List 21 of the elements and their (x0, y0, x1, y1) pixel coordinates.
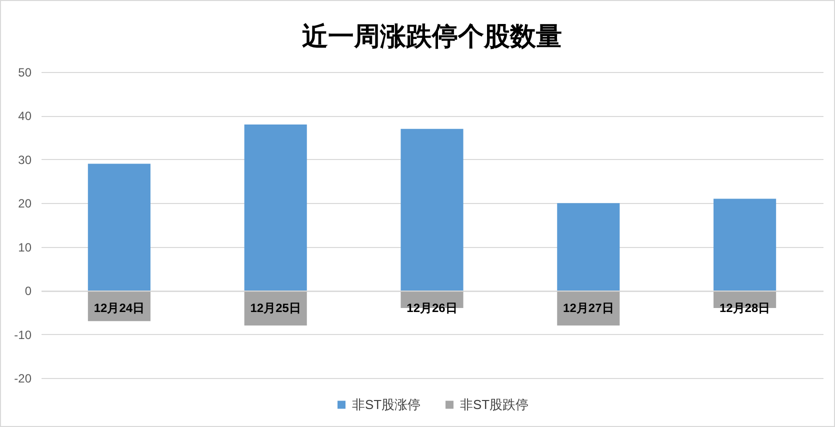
y-tick-label: 40 (18, 109, 32, 124)
y-tick-label: -10 (14, 328, 32, 342)
legend-label: 非ST股跌停 (460, 396, 529, 412)
x-tick-label: 12月24日 (94, 301, 145, 316)
y-tick-label: -20 (14, 372, 32, 386)
bar (400, 128, 464, 291)
x-tick-label: 12月27日 (563, 301, 614, 316)
bar (557, 203, 620, 291)
chart-title: 近一周涨跌停个股数量 (302, 21, 562, 51)
y-tick-label: 0 (24, 284, 32, 298)
bar (88, 164, 150, 291)
bar (244, 124, 307, 291)
y-tick-label: 10 (18, 240, 32, 254)
x-tick-label: 12月26日 (406, 301, 458, 316)
x-tick-label: 12月28日 (719, 301, 770, 316)
legend-label: 非ST股涨停 (352, 396, 421, 412)
x-tick-label: 12月25日 (250, 301, 301, 316)
bar (714, 198, 776, 291)
y-tick-label: 20 (18, 196, 32, 211)
y-tick-label: 30 (18, 152, 32, 167)
y-tick-label: 50 (18, 66, 32, 80)
